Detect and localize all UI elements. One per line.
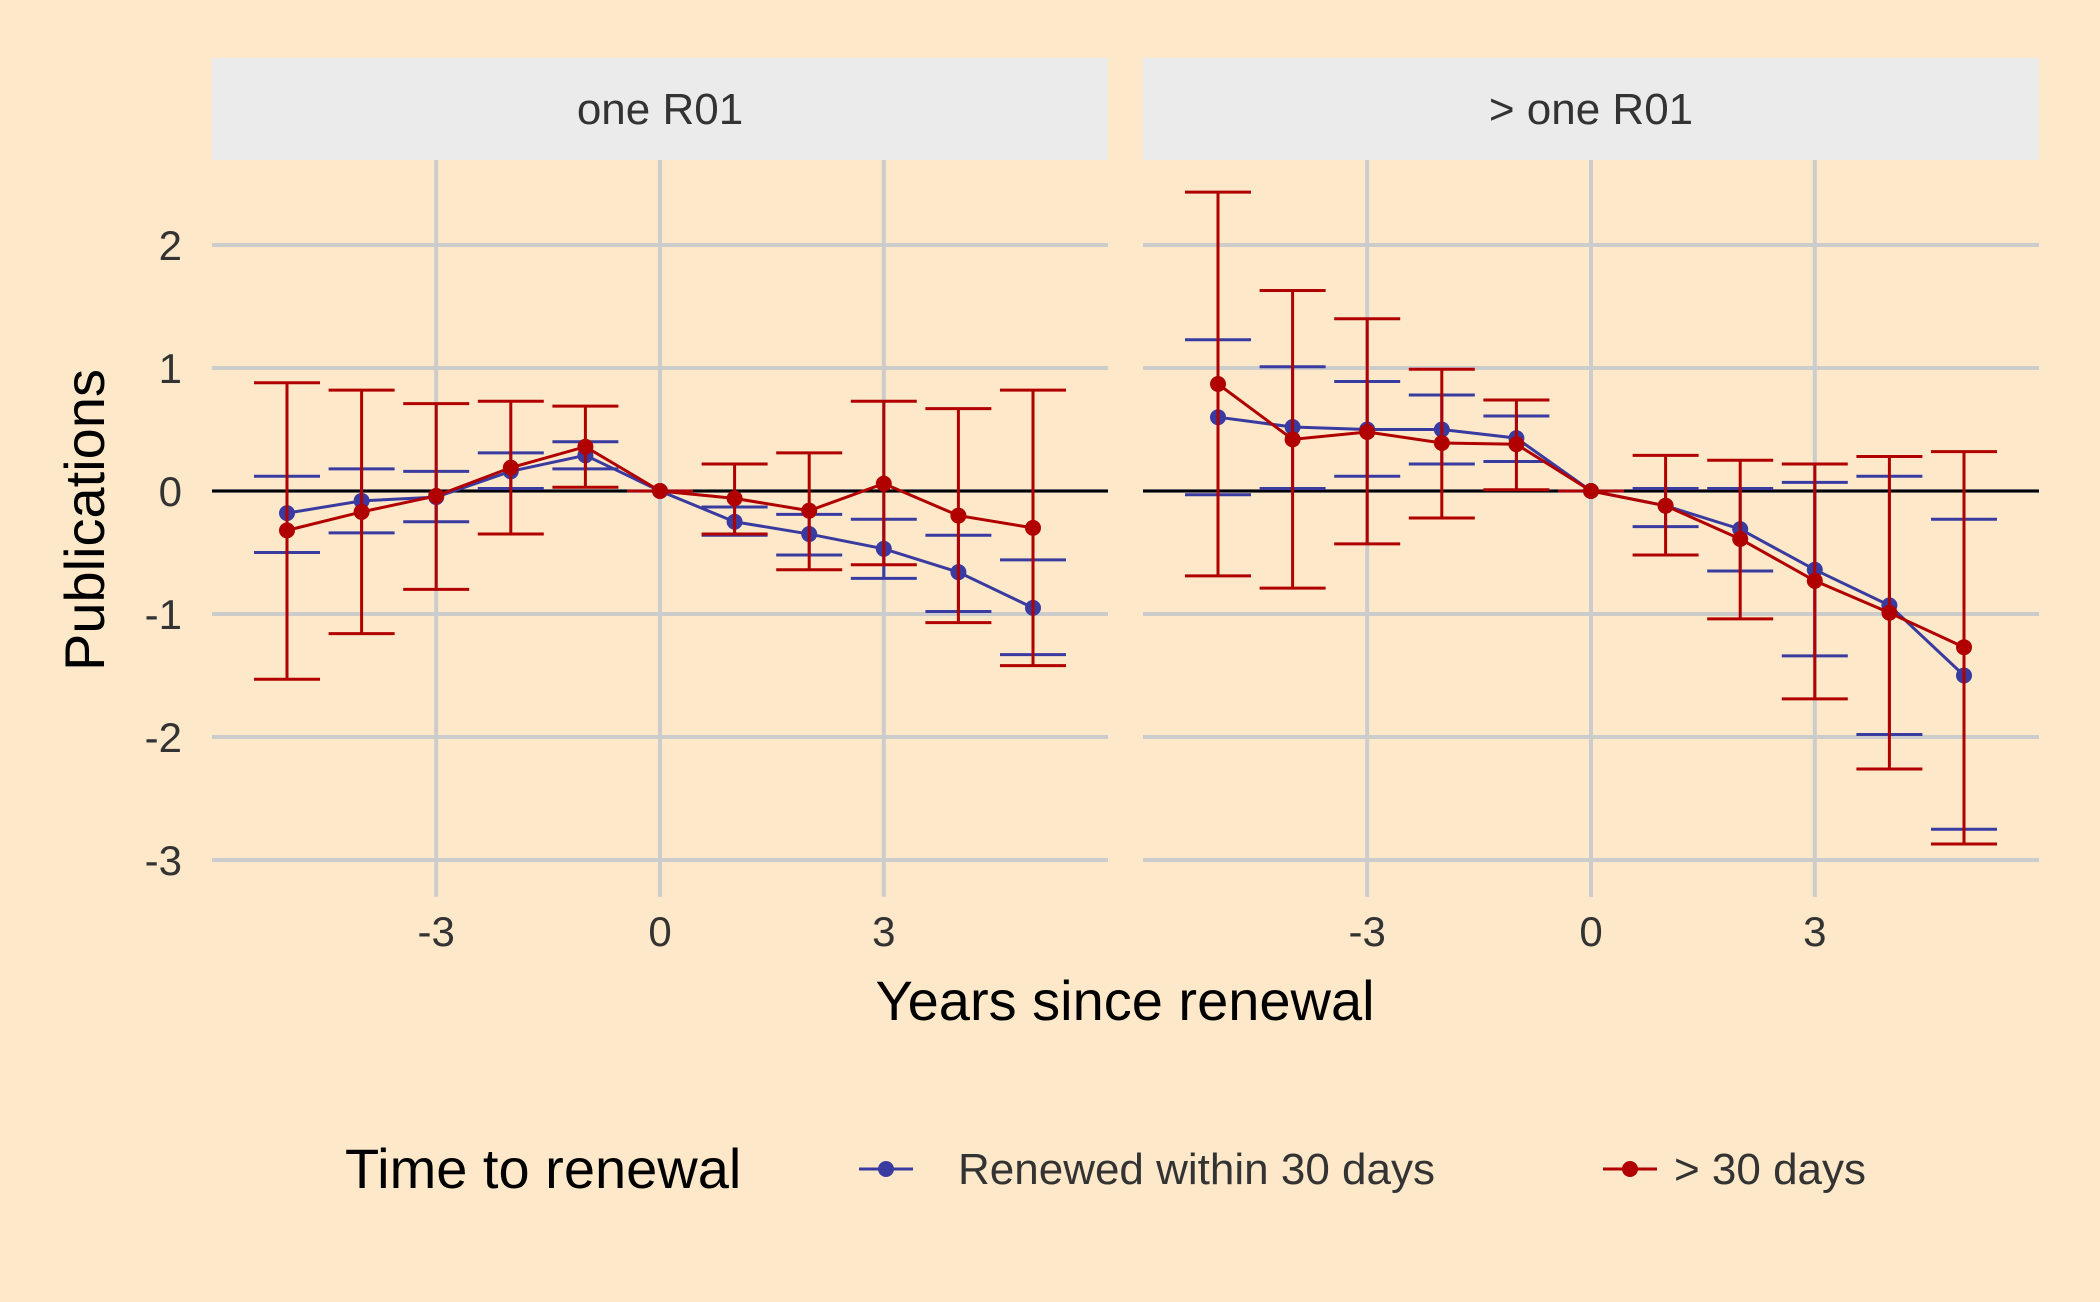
data-point bbox=[428, 487, 445, 504]
data-point bbox=[1433, 435, 1450, 452]
data-point bbox=[279, 522, 295, 539]
legend-label: > 30 days bbox=[1674, 1145, 1866, 1194]
data-point bbox=[577, 438, 594, 455]
data-point bbox=[1732, 530, 1749, 547]
data-point bbox=[1284, 431, 1301, 448]
x-tick-label: -3 bbox=[1349, 908, 1386, 955]
data-point bbox=[1025, 519, 1041, 536]
x-tick-label: 0 bbox=[648, 908, 671, 955]
data-point bbox=[950, 507, 967, 524]
data-point bbox=[1359, 423, 1376, 440]
y-axis-title: Publications bbox=[53, 369, 116, 671]
facet-strip bbox=[212, 58, 1108, 160]
x-tick-label: -3 bbox=[418, 908, 455, 955]
legend-key-point bbox=[878, 1161, 894, 1177]
data-point bbox=[726, 490, 743, 507]
y-tick-label: 0 bbox=[159, 468, 182, 515]
data-point bbox=[353, 503, 370, 520]
y-tick-label: -2 bbox=[145, 714, 182, 761]
legend-title: Time to renewal bbox=[345, 1137, 741, 1200]
data-point bbox=[1956, 639, 1972, 656]
facet-label: > one R01 bbox=[1489, 85, 1693, 134]
facet-strip bbox=[1143, 58, 2039, 160]
x-tick-label: 3 bbox=[1803, 908, 1826, 955]
data-point bbox=[1508, 436, 1525, 453]
data-point bbox=[1881, 604, 1898, 621]
data-point bbox=[502, 459, 519, 476]
facet-label: one R01 bbox=[577, 85, 743, 134]
data-point bbox=[1806, 572, 1823, 589]
data-point bbox=[1210, 375, 1226, 392]
x-axis-title: Years since renewal bbox=[875, 969, 1374, 1032]
legend-key-point bbox=[1622, 1161, 1638, 1177]
data-point bbox=[875, 475, 892, 492]
legend-label: Renewed within 30 days bbox=[958, 1145, 1435, 1194]
data-point bbox=[1583, 483, 1599, 499]
x-tick-label: 3 bbox=[872, 908, 895, 955]
y-tick-label: -1 bbox=[145, 591, 182, 638]
y-tick-label: 2 bbox=[159, 222, 182, 269]
data-point bbox=[801, 502, 818, 519]
data-point bbox=[652, 483, 668, 499]
data-point bbox=[1657, 497, 1674, 514]
x-tick-label: 0 bbox=[1579, 908, 1602, 955]
y-tick-label: 1 bbox=[159, 345, 182, 392]
y-tick-label: -3 bbox=[145, 837, 182, 884]
